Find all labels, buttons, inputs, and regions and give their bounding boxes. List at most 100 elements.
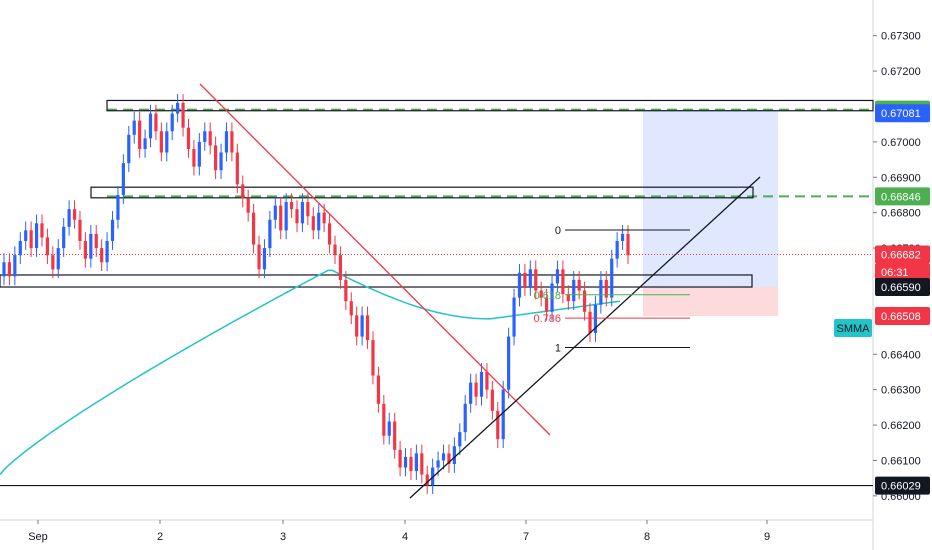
- candle-body: [18, 240, 22, 256]
- candle-body: [154, 113, 158, 132]
- candle-body: [626, 233, 630, 256]
- time-tick-label: 7: [523, 531, 529, 543]
- smma-badge-background: [834, 319, 872, 337]
- candle-body: [13, 255, 17, 277]
- price-tick-label: 0.66400: [881, 349, 921, 361]
- price-tag-background: [875, 263, 930, 282]
- candle-body: [192, 148, 196, 167]
- candle-body: [45, 237, 50, 256]
- candle-body: [311, 216, 315, 231]
- price-axis[interactable]: 0.673000.672000.670000.669000.668000.667…: [873, 31, 930, 503]
- fib-level-label: 0.618: [533, 290, 561, 302]
- time-tick-label: 8: [644, 531, 650, 543]
- candle-body: [441, 453, 446, 461]
- price-tag-background: [875, 104, 930, 123]
- candle-body: [306, 202, 310, 217]
- candle-body: [181, 102, 185, 128]
- candle-body: [333, 244, 337, 256]
- candle-body: [398, 449, 402, 468]
- candle-body: [295, 209, 299, 224]
- candle-body: [40, 223, 44, 238]
- candle-body: [490, 389, 494, 411]
- candle-body: [62, 226, 66, 249]
- candle-body: [425, 474, 429, 486]
- candle-body: [67, 209, 71, 227]
- time-tick-label: 9: [764, 531, 770, 543]
- price-tag: 0.66682: [875, 245, 930, 264]
- candle-body: [51, 255, 55, 270]
- candle-body: [469, 382, 473, 404]
- candle-body: [409, 456, 413, 472]
- candle-body: [371, 340, 375, 376]
- candle-body: [338, 255, 343, 280]
- uptrend-line[interactable]: [409, 176, 761, 499]
- candle-body: [208, 131, 212, 146]
- price-tick-label: 0.66200: [881, 420, 921, 432]
- candle-body: [360, 315, 364, 337]
- candle-body: [56, 248, 60, 270]
- price-tag: 06:31: [875, 263, 930, 282]
- price-tag-background: [875, 187, 930, 206]
- horizontal-zone-box[interactable]: [90, 186, 754, 199]
- candle-body: [582, 290, 587, 312]
- horizontal-zone-box[interactable]: [0, 274, 753, 288]
- time-tick-label: 2: [157, 531, 163, 543]
- price-tag-label: 0.66590: [881, 282, 921, 294]
- candle-body: [2, 262, 6, 277]
- smma-legend-badge[interactable]: SMMA: [834, 319, 872, 337]
- candle-body: [138, 120, 142, 149]
- candle-body: [458, 432, 462, 447]
- candle-body: [110, 219, 115, 241]
- candle-body: [496, 410, 500, 440]
- price-tick-label: 0.66100: [881, 455, 921, 467]
- candle-body: [170, 113, 174, 132]
- long-position-stop-zone[interactable]: [643, 287, 778, 317]
- candle-body: [382, 403, 386, 436]
- time-tick-label: Sep: [28, 531, 48, 543]
- candle-body: [561, 269, 565, 295]
- candle-body: [116, 194, 120, 220]
- candle-body: [317, 212, 321, 231]
- candle-body: [528, 269, 532, 288]
- candle-body: [262, 248, 267, 270]
- downtrend-line[interactable]: [199, 83, 551, 436]
- candle-body: [620, 233, 625, 241]
- candle-body: [300, 202, 305, 224]
- candle-body: [89, 233, 93, 259]
- candle-body: [355, 315, 359, 337]
- candle-body: [344, 279, 348, 302]
- candle-body: [403, 456, 408, 468]
- candle-body: [246, 198, 250, 213]
- price-tick-label: 0.66900: [881, 172, 921, 184]
- candle-body: [100, 248, 104, 263]
- candle-body: [387, 421, 391, 436]
- price-tick-label: 0.66800: [881, 208, 921, 220]
- candle-body: [610, 258, 614, 298]
- price-tag: 0.66029: [875, 476, 930, 495]
- candle-body: [78, 219, 82, 241]
- candle-body: [268, 219, 272, 249]
- candle-body: [593, 304, 598, 334]
- candle-body: [273, 205, 277, 220]
- candle-body: [252, 212, 256, 245]
- horizontal-zone-box[interactable]: [106, 99, 874, 112]
- time-axis[interactable]: Sep 2 3 4 7 8 9: [28, 520, 770, 543]
- candle-body: [420, 453, 424, 475]
- price-tag: 0.67081: [875, 104, 930, 123]
- candle-body: [241, 184, 245, 199]
- fib-level-label: 0: [555, 225, 561, 237]
- price-tag-background: [875, 307, 930, 326]
- candle-body: [517, 272, 522, 298]
- candle-body: [127, 134, 131, 164]
- smma-line[interactable]: [0, 269, 621, 476]
- price-tag-background: [875, 245, 930, 264]
- price-tag-background: [875, 278, 930, 297]
- price-tag-label: 0.66846: [881, 191, 921, 203]
- price-tag-label: 0.66029: [881, 481, 921, 493]
- candle-body: [539, 290, 543, 298]
- candle-body: [148, 113, 153, 139]
- candle-body: [7, 262, 12, 277]
- candle-body: [599, 279, 603, 305]
- price-tag-label: 06:31: [881, 267, 909, 279]
